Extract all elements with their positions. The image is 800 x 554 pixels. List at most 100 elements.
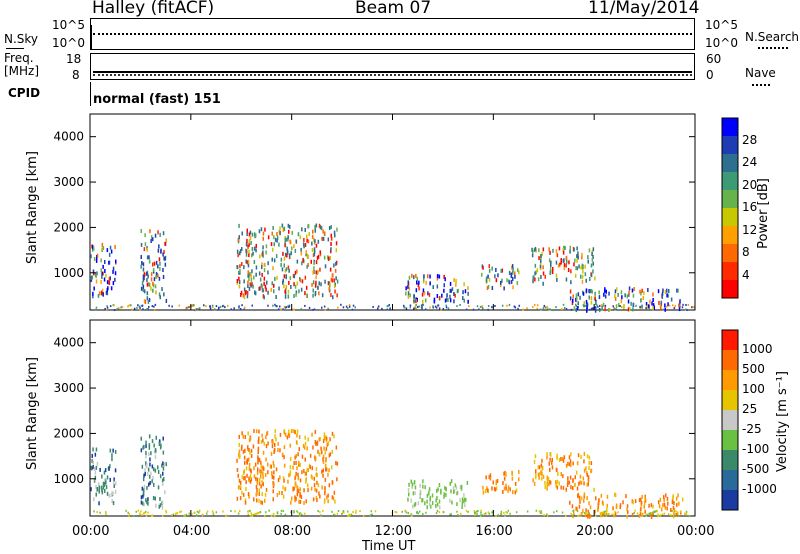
scatter-cell <box>316 498 318 503</box>
scatter-cell <box>282 510 285 513</box>
scatter-cell <box>323 446 325 451</box>
scatter-cell <box>284 294 287 299</box>
scatter-cell <box>563 262 566 267</box>
scatter-cell <box>293 294 295 298</box>
scatter-cell <box>298 289 300 294</box>
scatter-cell <box>489 475 492 480</box>
scatter-cell <box>324 264 327 269</box>
scatter-cell <box>568 455 571 460</box>
scatter-cell <box>533 459 536 464</box>
scatter-cell <box>438 499 441 504</box>
scatter-cell <box>98 482 100 487</box>
scatter-cell <box>639 509 642 514</box>
scatter-cell <box>154 233 157 238</box>
scatter-cell <box>565 463 568 468</box>
scatter-cell <box>577 306 579 309</box>
scatter-cell <box>678 501 680 506</box>
scatter-cell <box>429 281 431 286</box>
scatter-cell <box>605 513 607 516</box>
scatter-cell <box>597 504 599 509</box>
scatter-cell <box>113 309 116 311</box>
scatter-region <box>569 492 684 519</box>
scatter-cell <box>306 468 308 473</box>
scatter-cell <box>311 248 314 252</box>
scatter-cell <box>259 286 261 291</box>
scatter-cell <box>249 271 251 276</box>
scatter-cell <box>329 256 331 260</box>
scatter-cell <box>336 461 339 466</box>
scatter-cell <box>159 474 162 479</box>
scatter-cell <box>238 510 241 513</box>
scatter-cell <box>301 454 304 459</box>
colorbar-segment <box>722 172 738 191</box>
scatter-cell <box>322 454 325 459</box>
scatter-cell <box>493 486 496 491</box>
scatter-cell <box>556 277 558 282</box>
scatter-cell <box>146 271 148 276</box>
scatter-cell <box>276 232 278 236</box>
scatter-cell <box>547 477 550 481</box>
scatter-cell <box>240 446 243 451</box>
scatter-cell <box>90 254 92 259</box>
scatter-cell <box>331 449 333 454</box>
scatter-cell <box>295 290 298 295</box>
scatter-cell <box>321 469 323 474</box>
scatter-cell <box>312 253 315 258</box>
scatter-cell <box>639 307 642 310</box>
scatter-cell <box>505 483 507 488</box>
scatter-cell <box>154 454 157 459</box>
scatter-cell <box>272 489 274 494</box>
scatter-cell <box>332 496 335 501</box>
scatter-cell <box>450 489 452 494</box>
scatter-cell <box>676 502 678 507</box>
scatter-cell <box>185 307 187 310</box>
scatter-cell <box>188 512 190 515</box>
scatter-cell <box>310 259 312 264</box>
scatter-cell <box>113 477 115 482</box>
scatter-cell <box>267 462 269 467</box>
scatter-cell <box>539 264 542 269</box>
scatter-cell <box>491 266 493 271</box>
scatter-cell <box>643 501 646 505</box>
scatter-cell <box>238 434 240 439</box>
scatter-cell <box>324 279 326 284</box>
scatter-cell <box>548 258 551 263</box>
scatter-cell <box>301 279 304 284</box>
scatter-cell <box>251 282 253 287</box>
scatter-cell <box>640 502 643 507</box>
scatter-cell <box>253 232 256 237</box>
scatter-cell <box>518 477 520 482</box>
scatter-cell <box>328 483 331 488</box>
scatter-cell <box>627 299 630 304</box>
scatter-cell <box>248 239 250 244</box>
scatter-cell <box>262 288 265 293</box>
scatter-cell <box>577 301 579 306</box>
scatter-cell <box>407 488 410 492</box>
scatter-cell <box>214 308 216 311</box>
scatter-cell <box>261 469 263 474</box>
scatter-region <box>569 286 681 313</box>
scatter-cell <box>145 450 147 455</box>
scatter-cell <box>292 308 294 311</box>
scatter-cell <box>641 494 643 499</box>
scatter-cell <box>299 514 301 517</box>
scatter-cell <box>558 481 560 486</box>
scatter-cell <box>569 459 572 464</box>
scatter-cell <box>307 488 309 493</box>
scatter-cell <box>604 287 606 292</box>
scatter-cell <box>279 305 281 308</box>
scatter-cell <box>513 305 516 308</box>
scatter-cell <box>263 466 265 471</box>
scatter-cell <box>262 245 264 250</box>
scatter-cell <box>305 479 307 484</box>
scatter-cell <box>542 247 545 252</box>
scatter-cell <box>267 290 269 295</box>
scatter-cell <box>415 273 417 278</box>
scatter-cell <box>567 461 569 466</box>
scatter-cell <box>303 238 305 242</box>
scatter-cell <box>336 512 339 515</box>
scatter-cell <box>415 307 418 310</box>
scatter-cell <box>279 230 281 235</box>
scatter-cell <box>630 301 632 306</box>
scatter-cell <box>488 512 490 515</box>
